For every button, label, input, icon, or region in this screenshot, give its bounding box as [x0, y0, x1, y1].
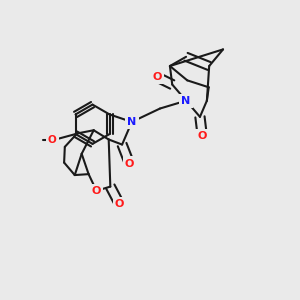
Text: O: O — [48, 135, 56, 146]
Text: N: N — [127, 117, 136, 127]
Text: O: O — [152, 72, 162, 82]
Text: O: O — [198, 131, 207, 141]
Text: O: O — [115, 199, 124, 209]
Text: O: O — [125, 158, 134, 169]
Text: N: N — [182, 96, 191, 106]
Text: O: O — [92, 186, 101, 196]
